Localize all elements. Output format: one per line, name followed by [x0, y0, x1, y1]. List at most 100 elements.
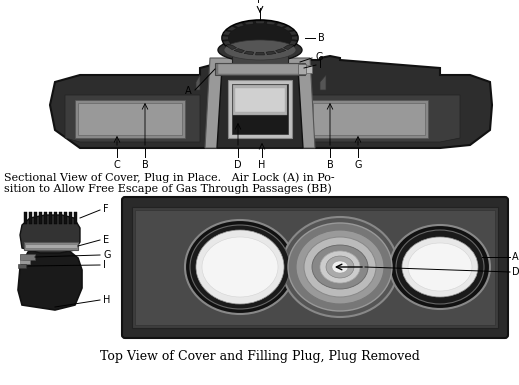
Text: B: B [142, 160, 148, 170]
Bar [232, 48, 288, 64]
Polygon shape [227, 45, 237, 50]
Polygon shape [266, 21, 276, 25]
Bar [49, 212, 52, 224]
Polygon shape [18, 248, 82, 310]
Polygon shape [20, 215, 80, 253]
Polygon shape [223, 31, 231, 35]
Bar [215, 63, 305, 75]
Bar [29, 212, 32, 224]
Bar [313, 103, 425, 135]
Polygon shape [50, 56, 492, 148]
Bar [59, 212, 62, 224]
Bar [69, 212, 72, 224]
Polygon shape [276, 49, 286, 53]
Bar [78, 103, 182, 135]
Ellipse shape [218, 38, 302, 62]
Bar [306, 65, 312, 73]
Polygon shape [255, 52, 265, 55]
Polygon shape [320, 75, 326, 90]
Ellipse shape [185, 220, 295, 314]
Polygon shape [65, 95, 200, 142]
Ellipse shape [390, 225, 490, 309]
Text: I: I [103, 260, 106, 270]
Bar [310, 100, 428, 138]
Polygon shape [223, 41, 231, 45]
FancyBboxPatch shape [122, 197, 508, 338]
Text: C: C [114, 160, 120, 170]
Bar [235, 88, 285, 112]
Text: B: B [326, 160, 333, 170]
Polygon shape [24, 242, 78, 250]
Bar [18, 264, 26, 268]
Text: sition to Allow Free Escape of Gas Through Passages (BB): sition to Allow Free Escape of Gas Throu… [4, 183, 332, 194]
Ellipse shape [326, 256, 354, 278]
Bar [135, 210, 495, 325]
Bar [54, 212, 57, 224]
Ellipse shape [396, 230, 484, 304]
Bar [232, 84, 288, 134]
Polygon shape [217, 68, 303, 148]
Text: G: G [315, 52, 322, 62]
Ellipse shape [202, 237, 278, 297]
Polygon shape [244, 21, 254, 25]
Polygon shape [227, 26, 237, 31]
Ellipse shape [222, 20, 298, 56]
Bar [75, 100, 185, 138]
Bar [74, 212, 77, 224]
Text: Top View of Cover and Filling Plug, Plug Removed: Top View of Cover and Filling Plug, Plug… [100, 350, 420, 363]
Polygon shape [196, 75, 200, 90]
Polygon shape [234, 49, 244, 53]
Polygon shape [234, 23, 244, 27]
Polygon shape [289, 31, 297, 35]
Polygon shape [276, 23, 286, 27]
Text: G: G [103, 250, 111, 260]
Bar [64, 212, 67, 224]
Text: E: E [103, 235, 109, 245]
Polygon shape [222, 36, 228, 40]
Text: B: B [318, 33, 325, 43]
Ellipse shape [196, 230, 284, 304]
Ellipse shape [320, 251, 360, 283]
Text: F: F [257, 0, 263, 5]
Bar [218, 64, 302, 74]
Polygon shape [25, 244, 77, 248]
Bar [24, 212, 27, 224]
Ellipse shape [312, 245, 368, 289]
Polygon shape [283, 26, 293, 31]
Bar [228, 80, 292, 138]
Text: A: A [512, 252, 518, 262]
Bar [132, 207, 498, 328]
Ellipse shape [296, 230, 384, 304]
Text: H: H [258, 160, 266, 170]
Bar [233, 85, 287, 115]
Ellipse shape [408, 243, 472, 291]
Bar [39, 212, 42, 224]
Text: G: G [354, 160, 362, 170]
Polygon shape [266, 51, 276, 55]
Bar [44, 212, 47, 224]
Ellipse shape [288, 223, 392, 311]
Polygon shape [295, 95, 460, 142]
Polygon shape [292, 36, 298, 40]
Text: D: D [234, 160, 242, 170]
Ellipse shape [282, 217, 398, 317]
Ellipse shape [190, 225, 290, 309]
Ellipse shape [332, 261, 348, 273]
Polygon shape [224, 75, 230, 90]
Text: H: H [103, 295, 111, 305]
Text: I: I [319, 60, 322, 70]
Polygon shape [283, 45, 293, 50]
Polygon shape [244, 51, 254, 55]
Text: F: F [103, 204, 108, 214]
Bar [20, 260, 30, 264]
Bar [298, 64, 306, 74]
Polygon shape [255, 21, 265, 24]
Bar [20, 254, 35, 260]
Text: A: A [185, 86, 192, 96]
Polygon shape [205, 58, 315, 148]
Ellipse shape [224, 40, 296, 60]
Text: Sectional View of Cover, Plug in Place.   Air Lock (A) in Po-: Sectional View of Cover, Plug in Place. … [4, 172, 335, 182]
Ellipse shape [304, 237, 376, 297]
Text: D: D [512, 267, 519, 277]
Polygon shape [289, 41, 297, 45]
